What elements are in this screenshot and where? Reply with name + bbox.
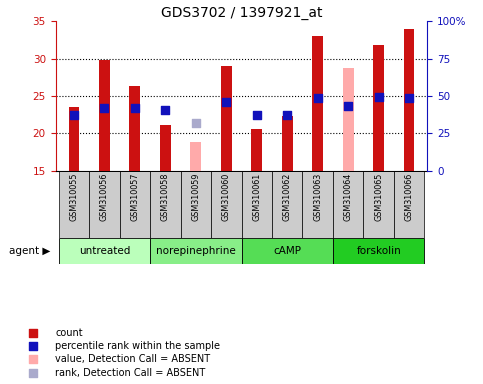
Point [161, 107, 169, 113]
Point [344, 103, 352, 109]
Point [284, 112, 291, 118]
Text: percentile rank within the sample: percentile rank within the sample [55, 341, 220, 351]
Point [29, 369, 37, 376]
Point [29, 343, 37, 349]
Bar [252, 129, 262, 171]
Bar [242, 238, 333, 264]
Bar [313, 36, 323, 171]
Point [192, 120, 199, 126]
Bar [58, 171, 89, 238]
Bar [242, 171, 272, 238]
Bar [99, 60, 110, 171]
Bar [58, 238, 150, 264]
Text: value, Detection Call = ABSENT: value, Detection Call = ABSENT [55, 354, 211, 364]
Text: GSM310061: GSM310061 [252, 173, 261, 221]
Bar [394, 171, 425, 238]
Text: GSM310066: GSM310066 [405, 173, 413, 221]
Bar [129, 86, 140, 171]
Text: GSM310057: GSM310057 [130, 173, 139, 222]
Bar [69, 107, 79, 171]
Bar [302, 171, 333, 238]
Text: GSM310063: GSM310063 [313, 173, 322, 221]
Bar [150, 238, 242, 264]
Point [405, 95, 413, 101]
Bar [181, 171, 211, 238]
Text: count: count [55, 328, 83, 338]
Title: GDS3702 / 1397921_at: GDS3702 / 1397921_at [161, 6, 322, 20]
Point [29, 329, 37, 336]
Bar [120, 171, 150, 238]
Bar [272, 171, 302, 238]
Text: GSM310064: GSM310064 [344, 173, 353, 221]
Bar [211, 171, 242, 238]
Point [29, 356, 37, 362]
Bar [373, 45, 384, 171]
Bar [160, 125, 170, 171]
Point [375, 94, 383, 100]
Bar [363, 171, 394, 238]
Point [222, 99, 230, 105]
Text: agent ▶: agent ▶ [9, 246, 51, 256]
Point [314, 95, 322, 101]
Point [70, 112, 78, 118]
Text: untreated: untreated [79, 246, 130, 256]
Bar [343, 68, 354, 171]
Bar [282, 116, 293, 171]
Text: GSM310065: GSM310065 [374, 173, 383, 221]
Bar [333, 238, 425, 264]
Bar [404, 29, 414, 171]
Text: GSM310056: GSM310056 [100, 173, 109, 221]
Text: GSM310055: GSM310055 [70, 173, 78, 222]
Text: GSM310058: GSM310058 [161, 173, 170, 221]
Bar [150, 171, 181, 238]
Point [131, 105, 139, 111]
Text: GSM310059: GSM310059 [191, 173, 200, 222]
Bar [333, 171, 363, 238]
Bar [221, 66, 231, 171]
Text: rank, Detection Call = ABSENT: rank, Detection Call = ABSENT [55, 367, 205, 378]
Text: GSM310060: GSM310060 [222, 173, 231, 221]
Point [100, 105, 108, 111]
Bar [190, 142, 201, 171]
Text: forskolin: forskolin [356, 246, 401, 256]
Text: cAMP: cAMP [273, 246, 301, 256]
Bar [89, 171, 120, 238]
Text: GSM310062: GSM310062 [283, 173, 292, 221]
Text: norepinephrine: norepinephrine [156, 246, 236, 256]
Point [253, 112, 261, 118]
